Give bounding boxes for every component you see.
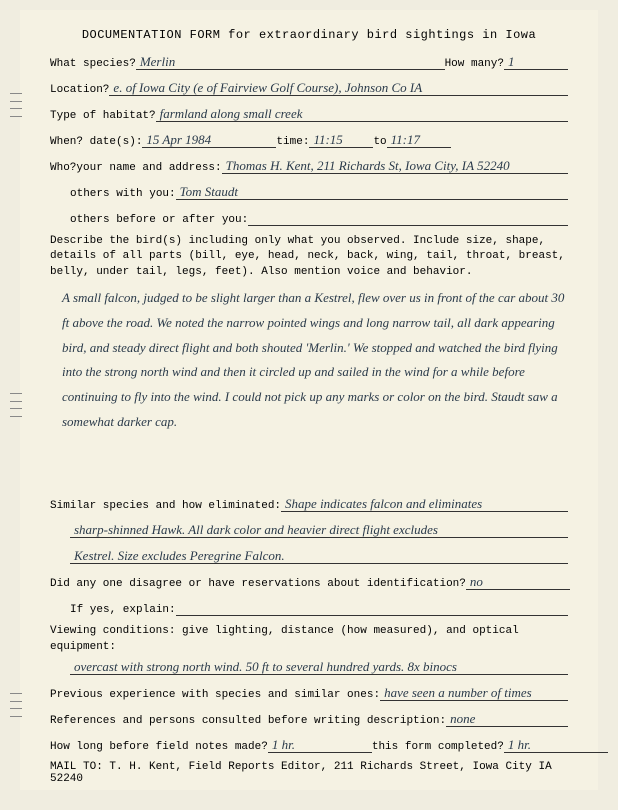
viewing-field[interactable]: overcast with strong north wind. 50 ft t… xyxy=(70,660,568,675)
similar-field-3[interactable]: Kestrel. Size excludes Peregrine Falcon. xyxy=(70,549,568,564)
howlong-label: How long before field notes made? xyxy=(50,741,268,753)
form-title: DOCUMENTATION FORM for extraordinary bir… xyxy=(50,28,568,42)
formcompleted-label: this form completed? xyxy=(372,741,504,753)
habitat-field[interactable]: farmland along small creek xyxy=(156,107,568,122)
howmany-label: How many? xyxy=(445,58,504,70)
binder-hole xyxy=(10,690,20,720)
when-label: When? date(s): xyxy=(50,136,142,148)
howlong-field[interactable]: 1 hr. xyxy=(268,738,372,753)
mailto-text: MAIL TO: T. H. Kent, Field Reports Edito… xyxy=(50,761,568,785)
disagree-field[interactable]: no xyxy=(466,575,570,590)
references-label: References and persons consulted before … xyxy=(50,715,446,727)
binder-hole xyxy=(10,390,20,420)
others-before-label: others before or after you: xyxy=(70,214,248,226)
to-label: to xyxy=(373,136,386,148)
species-field[interactable]: Merlin xyxy=(136,55,445,70)
time-label: time: xyxy=(276,136,309,148)
formcompleted-field[interactable]: 1 hr. xyxy=(504,738,608,753)
ifyes-label: If yes, explain: xyxy=(70,604,176,616)
similar-label: Similar species and how eliminated: xyxy=(50,500,281,512)
location-label: Location? xyxy=(50,84,109,96)
who-field[interactable]: Thomas H. Kent, 211 Richards St, Iowa Ci… xyxy=(222,159,568,174)
describe-field[interactable]: A small falcon, judged to be slight larg… xyxy=(50,286,568,486)
describe-label: Describe the bird(s) including only what… xyxy=(50,234,568,280)
references-field[interactable]: none xyxy=(446,712,568,727)
howmany-field[interactable]: 1 xyxy=(504,55,568,70)
habitat-label: Type of habitat? xyxy=(50,110,156,122)
disagree-label: Did any one disagree or have reservation… xyxy=(50,578,466,590)
time-to-field[interactable]: 11:17 xyxy=(387,133,451,148)
previous-field[interactable]: have seen a number of times xyxy=(380,686,568,701)
documentation-form: DOCUMENTATION FORM for extraordinary bir… xyxy=(20,10,598,790)
who-label: Who?your name and address: xyxy=(50,162,222,174)
viewing-label: Viewing conditions: give lighting, dista… xyxy=(50,624,568,655)
others-with-field[interactable]: Tom Staudt xyxy=(176,185,568,200)
location-field[interactable]: e. of Iowa City (e of Fairview Golf Cour… xyxy=(109,81,568,96)
similar-field-1[interactable]: Shape indicates falcon and eliminates xyxy=(281,497,568,512)
others-with-label: others with you: xyxy=(70,188,176,200)
binder-hole xyxy=(10,90,20,120)
time-from-field[interactable]: 11:15 xyxy=(309,133,373,148)
ifyes-field[interactable] xyxy=(176,601,568,616)
similar-field-2[interactable]: sharp-shinned Hawk. All dark color and h… xyxy=(70,523,568,538)
date-field[interactable]: 15 Apr 1984 xyxy=(142,133,276,148)
species-label: What species? xyxy=(50,58,136,70)
previous-label: Previous experience with species and sim… xyxy=(50,689,380,701)
others-before-field[interactable] xyxy=(248,211,568,226)
